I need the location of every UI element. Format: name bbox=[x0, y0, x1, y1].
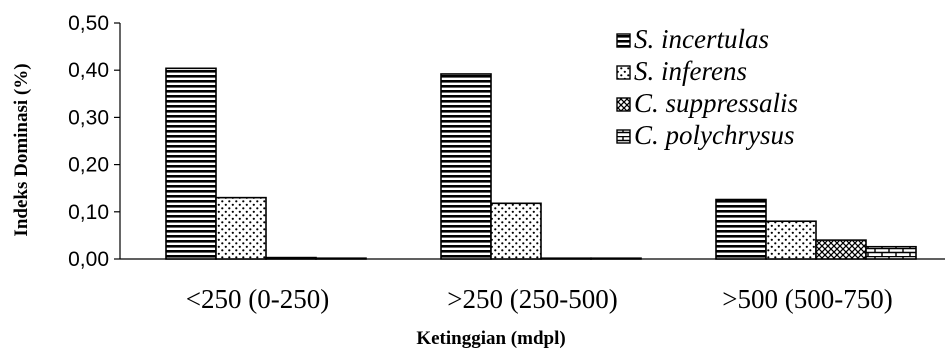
legend-swatch bbox=[616, 129, 631, 144]
bar-c-suppressalis-0 bbox=[265, 256, 317, 260]
legend-swatch bbox=[616, 33, 631, 48]
legend-label: C. suppressalis bbox=[634, 88, 798, 118]
legend-label: S. inferens bbox=[634, 56, 747, 86]
x-tick-label: >250 (250-500) bbox=[447, 284, 617, 314]
y-tick-label: 0,40 bbox=[68, 59, 109, 82]
legend-label: C. polychrysus bbox=[634, 120, 794, 150]
y-axis: 0,00 0,10 0,20 0,30 0,40 0,50 bbox=[68, 12, 121, 271]
bar-c-polychrysus-2 bbox=[865, 245, 917, 260]
y-tick-label: 0,30 bbox=[68, 106, 109, 129]
legend-swatch bbox=[616, 97, 631, 112]
y-axis-title: Indeks Dominasi (%) bbox=[11, 63, 32, 236]
y-tick-label: 0,00 bbox=[68, 248, 109, 271]
y-tick-label: 0,10 bbox=[68, 201, 109, 224]
bar-c-suppressalis-1 bbox=[540, 257, 592, 260]
bar-s-incertulas-0 bbox=[165, 67, 217, 260]
bars bbox=[165, 67, 917, 260]
bar-s-incertulas-1 bbox=[440, 73, 492, 260]
bar-c-polychrysus-0 bbox=[315, 257, 367, 260]
x-axis: <250 (0-250) >250 (250-500) >500 (500-750) bbox=[120, 258, 945, 314]
bar-c-polychrysus-1 bbox=[590, 257, 642, 260]
legend-label: S. incertulas bbox=[634, 24, 769, 54]
bar-s-inferens-2 bbox=[765, 220, 817, 260]
x-tick-label: <250 (0-250) bbox=[186, 284, 329, 314]
bar-s-incertulas-2 bbox=[715, 198, 767, 260]
legend-swatch bbox=[616, 65, 631, 80]
x-tick-label: >500 (500-750) bbox=[722, 284, 892, 314]
y-tick-label: 0,50 bbox=[68, 12, 109, 35]
x-axis-title: Ketinggian (mdpl) bbox=[416, 328, 565, 349]
bar-s-inferens-0 bbox=[215, 196, 267, 260]
bar-s-inferens-1 bbox=[490, 202, 542, 260]
bar-c-suppressalis-2 bbox=[815, 239, 867, 260]
y-tick-label: 0,20 bbox=[68, 154, 109, 177]
